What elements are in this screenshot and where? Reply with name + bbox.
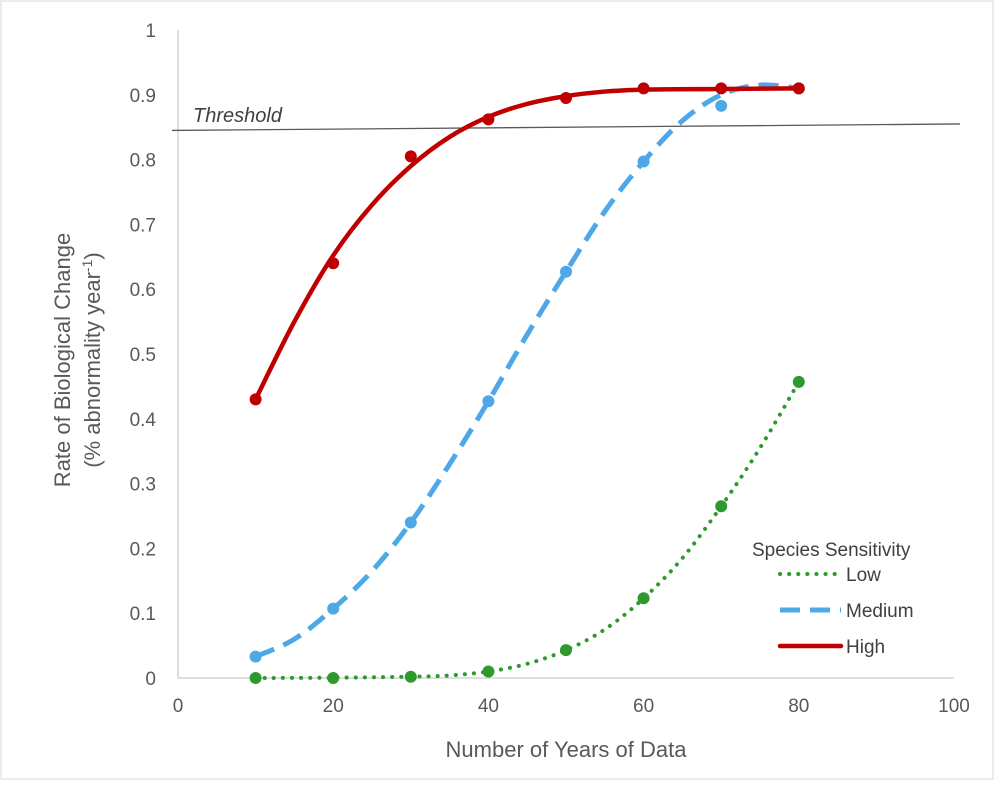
legend-label-medium: Medium (846, 601, 914, 622)
data-point-low (327, 672, 340, 684)
data-point-low (792, 375, 805, 388)
y-tick-label: 0.5 (130, 345, 156, 366)
data-point-medium (637, 155, 650, 168)
x-axis-title: Number of Years of Data (446, 737, 688, 762)
y-axis-title-prefix: (% abnormality year (80, 272, 105, 468)
legend-label-low: Low (846, 565, 881, 586)
y-tick-label: 1 (145, 21, 156, 42)
data-point-high (560, 92, 572, 105)
y-tick-label: 0.7 (130, 215, 156, 236)
y-tick-label: 0 (145, 669, 156, 690)
threshold-label: Threshold (193, 105, 283, 127)
data-point-medium (249, 650, 262, 663)
series-line-medium (254, 82, 800, 659)
x-tick-label: 40 (478, 696, 499, 717)
data-point-medium (482, 395, 495, 408)
data-point-medium (560, 265, 572, 278)
data-point-low (404, 670, 417, 683)
threshold-line (171, 123, 961, 132)
y-axis-title-line1: Rate of Biological Change (50, 233, 75, 487)
y-tick-label: 0.8 (130, 151, 156, 172)
x-tick-label: 0 (173, 696, 184, 717)
data-point-medium (404, 516, 417, 529)
data-point-medium (327, 602, 340, 615)
y-tick-label: 0.3 (130, 475, 156, 496)
y-tick-label: 0.6 (130, 280, 156, 301)
y-tick-label: 0.4 (130, 410, 157, 431)
data-point-high (327, 257, 340, 270)
y-axis-title-superscript: -1 (79, 259, 95, 272)
y-axis-title-suffix: ) (80, 252, 105, 259)
x-tick-label: 100 (938, 696, 970, 717)
y-tick-label: 0.9 (130, 86, 156, 107)
plot-area: 0 0.1 0.2 0.3 0.4 0.5 0.6 0.7 0.8 0.9 1 0 20 40 60 80 10… (130, 21, 970, 717)
y-axis-title-line2: (% abnormality year-1) (79, 252, 105, 467)
data-point-high (637, 82, 650, 95)
data-point-high (249, 393, 262, 406)
data-point-high (792, 82, 805, 95)
y-tick-label: 0.1 (130, 604, 156, 625)
data-point-high (404, 150, 417, 163)
data-point-high (482, 113, 495, 126)
x-tick-label: 80 (788, 696, 809, 717)
data-point-low (715, 500, 728, 513)
data-point-medium (715, 99, 728, 112)
legend-label-high: High (846, 637, 885, 658)
data-point-high (715, 82, 728, 95)
data-point-low (637, 592, 650, 605)
data-point-low (560, 644, 572, 657)
legend-title: Species Sensitivity (752, 540, 911, 561)
data-point-low (482, 665, 495, 678)
chart-text: Number of Years of Data Rate of Biologic… (50, 105, 911, 762)
data-point-low (249, 672, 262, 684)
x-tick-label: 60 (633, 696, 654, 717)
y-tick-label: 0.2 (130, 539, 156, 560)
x-tick-label: 20 (323, 696, 344, 717)
